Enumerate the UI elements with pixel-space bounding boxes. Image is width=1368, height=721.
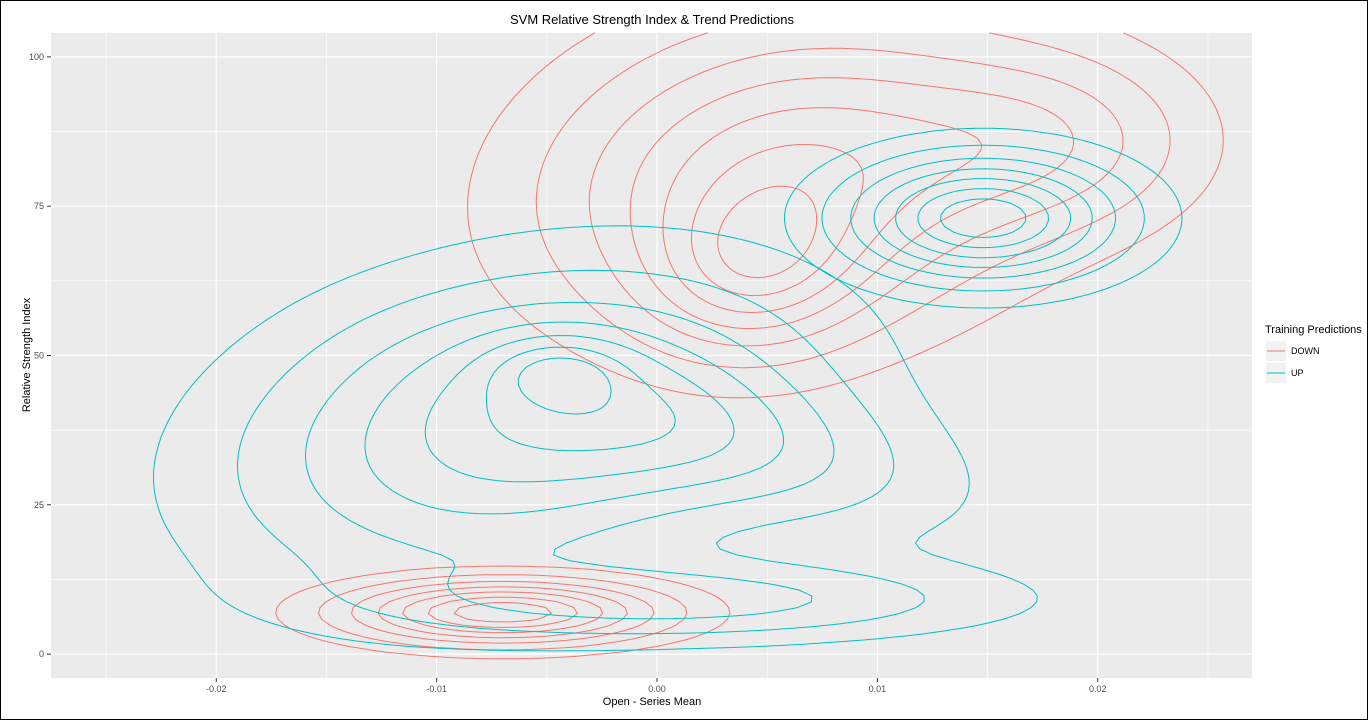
y-axis-title: Relative Strength Index	[21, 297, 33, 412]
contour-line-down	[717, 185, 818, 279]
y-tick-label: 100	[29, 52, 44, 62]
legend-label-up: UP	[1291, 368, 1304, 378]
y-tick-label: 50	[34, 351, 44, 361]
legend-title: Training Predictions	[1265, 324, 1362, 336]
contour-series-up	[153, 127, 1183, 652]
contour-line-up	[940, 198, 1027, 238]
x-tick-label: 0.00	[648, 684, 666, 694]
contour-line-up	[784, 127, 1183, 309]
x-axis-ticks: -0.02 -0.01 0.00 0.01 0.02	[206, 678, 1107, 694]
y-tick-label: 0	[39, 649, 44, 659]
x-tick-label: -0.02	[206, 684, 227, 694]
contour-line-up	[364, 321, 784, 515]
legend-item-up: UP	[1266, 363, 1304, 383]
contour-line-down	[351, 580, 655, 644]
contour-line-down	[453, 602, 552, 623]
contour-line-down	[402, 591, 604, 634]
contour-line-up	[517, 357, 612, 415]
x-tick-label: -0.01	[426, 684, 447, 694]
contour-line-up	[850, 157, 1116, 279]
x-tick-label: 0.02	[1089, 684, 1107, 694]
legend-item-down: DOWN	[1266, 341, 1320, 361]
contour-line-up	[873, 168, 1093, 268]
x-axis-title: Open - Series Mean	[603, 696, 701, 708]
contour-line-down	[467, 32, 1224, 399]
legend: Training Predictions DOWN UP	[1265, 324, 1362, 383]
contour-line-up	[917, 188, 1049, 249]
y-axis-ticks: 0 25 50 75 100	[29, 52, 51, 659]
y-tick-label: 75	[34, 201, 44, 211]
contour-line-down	[427, 596, 578, 628]
contour-line-down	[377, 586, 628, 639]
contour-line-up	[895, 178, 1072, 259]
y-tick-label: 25	[34, 500, 44, 510]
chart-title: SVM Relative Strength Index & Trend Pred…	[510, 12, 794, 27]
legend-label-down: DOWN	[1291, 346, 1320, 356]
contour-line-up	[821, 144, 1145, 292]
contour-line-up	[424, 335, 735, 483]
contour-line-up	[237, 269, 925, 635]
contour-layer	[153, 32, 1224, 660]
contour-line-up	[485, 346, 676, 452]
contour-line-down	[275, 565, 731, 660]
contour-line-down	[662, 107, 983, 313]
contour-line-up	[153, 225, 1038, 652]
x-tick-label: 0.01	[869, 684, 887, 694]
contour-line-up	[305, 301, 835, 620]
contour-line-down	[629, 77, 1074, 329]
